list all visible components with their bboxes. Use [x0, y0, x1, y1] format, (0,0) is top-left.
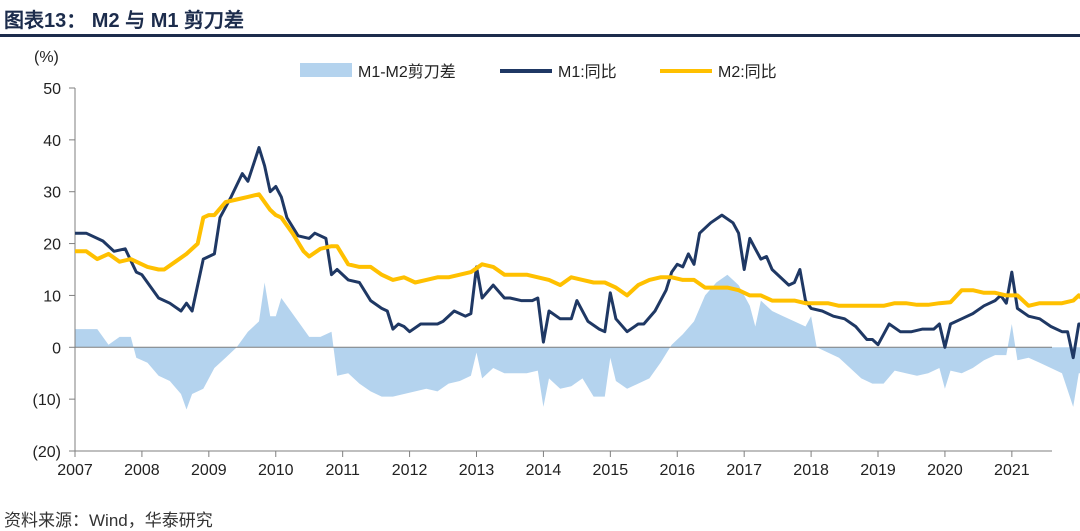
legend-label: M2:同比 [718, 63, 777, 81]
x-tick-label: 2021 [994, 462, 1030, 479]
legend-swatch-spread [300, 63, 352, 77]
x-tick-label: 2017 [726, 462, 762, 479]
legend: M1-M2剪刀差 M1:同比 M2:同比 [300, 63, 777, 81]
lines-layer [75, 146, 1080, 360]
x-tick-label: 2019 [860, 462, 896, 479]
legend-label: M1-M2剪刀差 [358, 63, 456, 81]
y-tick-label: 50 [43, 81, 61, 98]
spread-area-layer [75, 274, 1080, 410]
source-note: 资料来源：Wind，华泰研究 [4, 511, 213, 530]
x-tick-label: 2015 [593, 462, 629, 479]
x-tick-label: 2018 [793, 462, 829, 479]
m1-series-line [75, 146, 1080, 360]
y-tick-label: 40 [43, 133, 61, 150]
x-tick-label: 2009 [191, 462, 227, 479]
x-tick-label: 2012 [392, 462, 428, 479]
y-tick-label: 0 [52, 340, 61, 357]
x-tick-label: 2011 [325, 462, 360, 479]
x-tick-label: 2013 [459, 462, 495, 479]
y-tick-label: 20 [43, 237, 61, 254]
x-tick-label: 2020 [927, 462, 963, 479]
m2-series-line [75, 192, 1080, 308]
title-divider [0, 34, 1080, 37]
y-axis-unit-label: (%) [34, 49, 59, 66]
y-tick-label: 10 [43, 288, 61, 305]
x-tick-label: 2010 [258, 462, 294, 479]
y-tick-label: 30 [43, 185, 61, 202]
spread-area [75, 274, 1080, 410]
x-tick-label: 2016 [659, 462, 695, 479]
x-tick-label: 2007 [57, 462, 93, 479]
y-tick-label: (20) [33, 444, 61, 461]
x-tick-label: 2014 [526, 462, 562, 479]
y-tick-label: (10) [33, 392, 61, 409]
legend-label: M1:同比 [558, 63, 617, 81]
figure-title: 图表13： M2 与 M1 剪刀差 [4, 10, 245, 32]
x-tick-label: 2008 [124, 462, 160, 479]
